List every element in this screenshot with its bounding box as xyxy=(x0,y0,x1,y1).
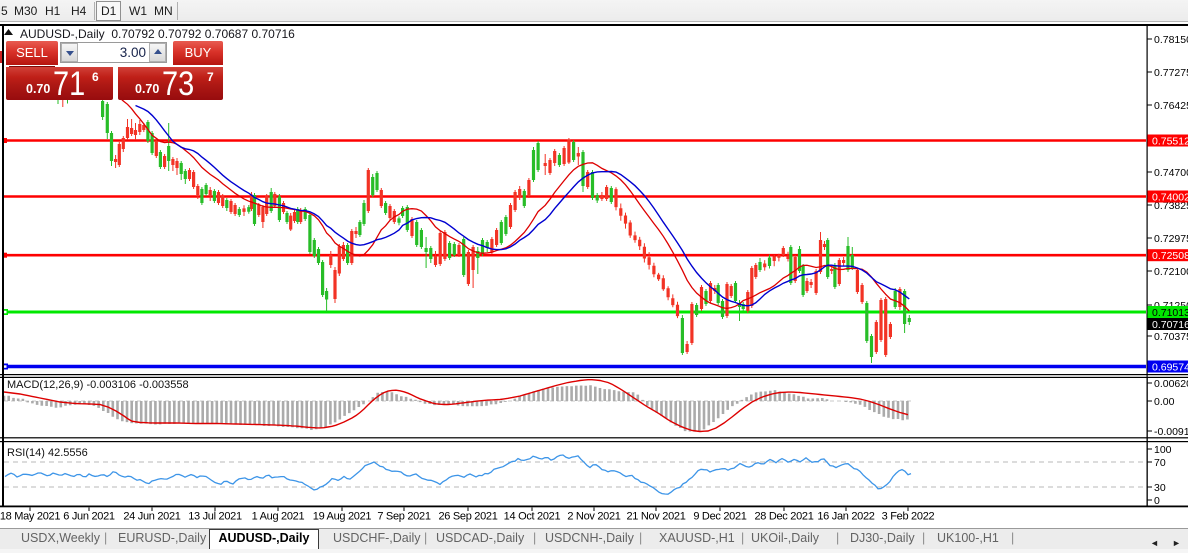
svg-text:100: 100 xyxy=(1154,444,1172,456)
svg-text:0.76425: 0.76425 xyxy=(1154,100,1188,112)
svg-text:-0.009191: -0.009191 xyxy=(1154,426,1188,438)
svg-text:0.72975: 0.72975 xyxy=(1154,233,1188,245)
svg-text:14 Oct 2021: 14 Oct 2021 xyxy=(504,511,561,523)
svg-text:0.75512: 0.75512 xyxy=(1152,136,1188,148)
svg-text:0.006201: 0.006201 xyxy=(1154,378,1188,390)
svg-text:24 Jun 2021: 24 Jun 2021 xyxy=(123,511,180,523)
svg-text:21 Nov 2021: 21 Nov 2021 xyxy=(626,511,685,523)
svg-text:0.00: 0.00 xyxy=(1154,396,1175,408)
svg-text:19 Aug 2021: 19 Aug 2021 xyxy=(313,511,372,523)
svg-text:28 Dec 2021: 28 Dec 2021 xyxy=(754,511,813,523)
svg-text:3 Feb 2022: 3 Feb 2022 xyxy=(882,511,935,523)
svg-text:0.73825: 0.73825 xyxy=(1154,200,1188,212)
svg-text:0.72508: 0.72508 xyxy=(1152,250,1188,262)
svg-text:26 Sep 2021: 26 Sep 2021 xyxy=(438,511,497,523)
svg-text:2 Nov 2021: 2 Nov 2021 xyxy=(567,511,620,523)
svg-text:16 Jan 2022: 16 Jan 2022 xyxy=(817,511,874,523)
svg-text:13 Jul 2021: 13 Jul 2021 xyxy=(188,511,242,523)
svg-text:0.77275: 0.77275 xyxy=(1154,67,1188,79)
svg-text:30: 30 xyxy=(1154,482,1166,494)
svg-text:0.71013: 0.71013 xyxy=(1152,307,1188,319)
svg-text:9 Dec 2021: 9 Dec 2021 xyxy=(693,511,746,523)
svg-text:0.70716: 0.70716 xyxy=(1152,319,1188,331)
svg-text:0.70375: 0.70375 xyxy=(1154,331,1188,343)
svg-text:0.74002: 0.74002 xyxy=(1152,192,1188,204)
svg-text:18 May 2021: 18 May 2021 xyxy=(0,511,60,523)
svg-text:AUDUSD-,Daily 0.70792 0.70792: AUDUSD-,Daily 0.70792 0.70792 0.70687 0.… xyxy=(20,27,295,41)
svg-text:6 Jun 2021: 6 Jun 2021 xyxy=(63,511,115,523)
svg-text:RSI(14) 42.5556: RSI(14) 42.5556 xyxy=(7,447,88,459)
svg-text:MACD(12,26,9) -0.003106 -0.003: MACD(12,26,9) -0.003106 -0.003558 xyxy=(7,379,189,391)
svg-text:7 Sep 2021: 7 Sep 2021 xyxy=(377,511,430,523)
svg-text:1 Aug 2021: 1 Aug 2021 xyxy=(252,511,305,523)
svg-text:0: 0 xyxy=(1154,495,1160,507)
svg-text:0.69574: 0.69574 xyxy=(1152,362,1188,374)
svg-text:70: 70 xyxy=(1154,457,1166,469)
